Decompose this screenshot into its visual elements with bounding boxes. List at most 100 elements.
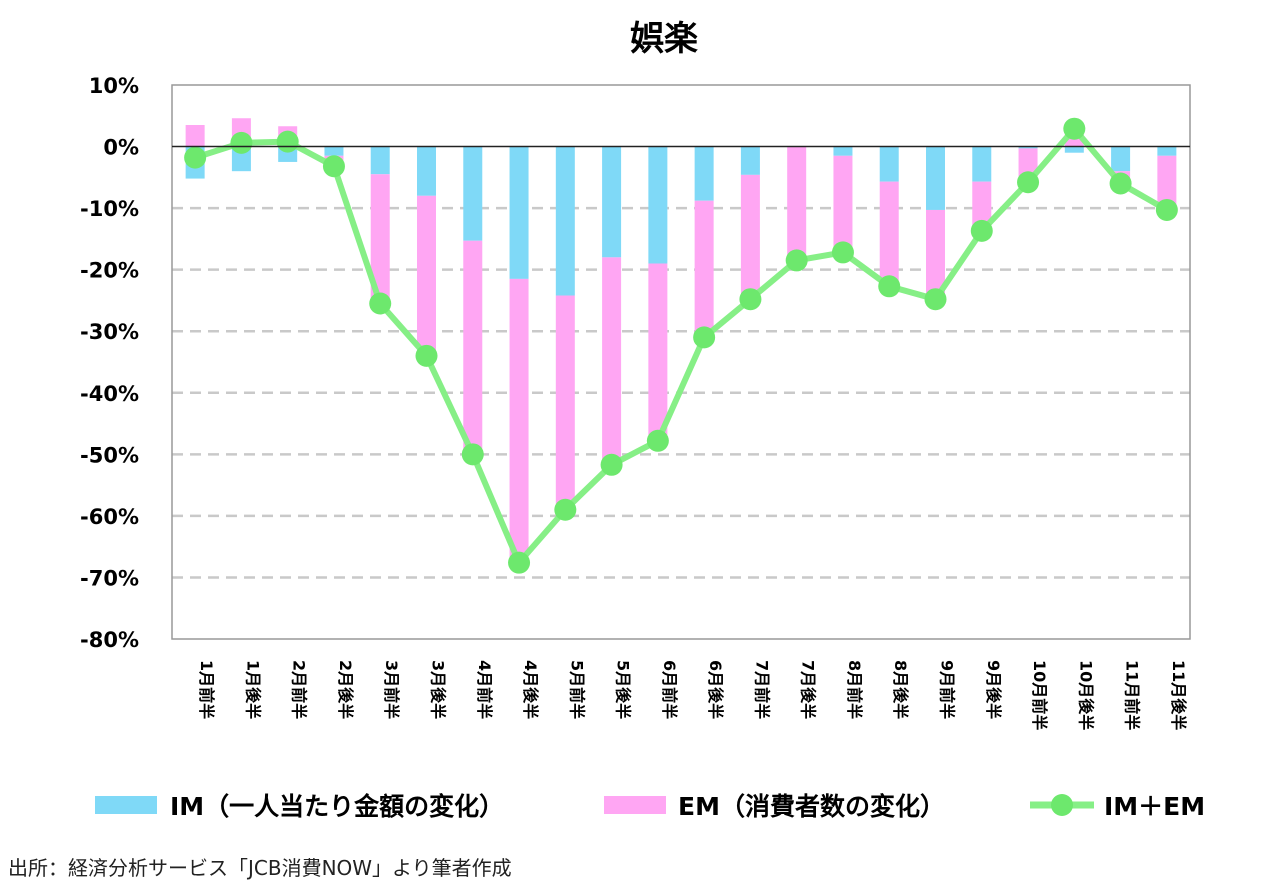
legend-im-label: IM（一人当たり金額の変化）: [170, 792, 504, 821]
total-point: [924, 288, 947, 311]
x-tick-label: 2月後半: [336, 660, 355, 719]
legend-total-point-icon: [1051, 794, 1073, 816]
x-tick-label: 7月後半: [799, 660, 818, 719]
x-tick-label: 11月後半: [1169, 660, 1188, 730]
source-note: 出所：経済分析サービス「JCB消費NOW」より筆者作成: [8, 856, 512, 880]
y-tick-label: -20%: [80, 259, 139, 283]
em-bar: [185, 125, 205, 147]
x-tick-label: 4月後半: [521, 660, 540, 719]
im-bar: [833, 146, 853, 156]
plot-frame: [171, 84, 1191, 640]
x-tick-label: 5月後半: [614, 660, 633, 719]
x-tick-label: 8月後半: [891, 660, 910, 719]
x-tick-label: 7月前半: [752, 660, 771, 719]
im-bar: [879, 146, 899, 182]
x-tick-label: 5月前半: [567, 660, 586, 719]
im-bar: [1018, 146, 1038, 149]
total-point: [461, 443, 484, 466]
total-point: [1063, 117, 1086, 140]
em-bar: [417, 195, 436, 356]
x-tick-label: 1月前半: [197, 660, 216, 719]
y-tick-label: -70%: [80, 566, 139, 590]
total-point: [230, 131, 253, 154]
im-bar: [417, 146, 436, 196]
em-bar: [370, 174, 390, 304]
total-point: [1109, 172, 1132, 195]
y-tick-label: 0%: [103, 136, 139, 160]
x-tick-label: 9月後半: [984, 660, 1003, 719]
im-bar: [1111, 146, 1131, 172]
total-points: [184, 117, 1178, 574]
total-point: [184, 146, 207, 169]
im-bar: [509, 146, 529, 279]
im-bar: [1064, 146, 1084, 153]
im-bar: [648, 146, 668, 264]
x-tick-label: 1月後半: [243, 660, 262, 719]
total-point: [1017, 171, 1040, 194]
em-bar: [972, 181, 992, 231]
total-point: [369, 292, 392, 315]
total-point: [970, 219, 993, 242]
em-bar: [833, 155, 853, 253]
y-tick-label: -50%: [80, 443, 139, 467]
im-bar: [463, 146, 483, 241]
em-bar: [509, 278, 529, 564]
x-tick-label: 9月前半: [938, 660, 957, 719]
total-line: [194, 125, 1169, 566]
total-point: [878, 275, 901, 298]
legend-total-label: IM＋EM: [1104, 792, 1205, 821]
x-tick-label: 2月前半: [290, 660, 309, 719]
im-bar: [370, 146, 390, 175]
em-bar: [555, 295, 575, 510]
im-bar: [926, 146, 945, 210]
x-tick-label: 11月前半: [1123, 660, 1142, 730]
x-tick-label: 8月前半: [845, 660, 864, 719]
y-axis-ticks: 10% 0% -10% -20% -30% -40% -50% -60% -70% -80%: [80, 74, 139, 652]
legend-im-swatch: [95, 796, 157, 814]
im-bar: [555, 146, 575, 296]
chart-title: 娯楽: [630, 19, 698, 59]
em-bar: [648, 263, 668, 441]
total-point: [785, 249, 808, 272]
total-series-line: [194, 125, 1169, 566]
em-bar: [602, 257, 622, 465]
total-point: [646, 429, 669, 452]
em-bar: [879, 181, 899, 287]
im-bar: [972, 146, 992, 182]
total-point: [600, 453, 623, 476]
x-tick-label: 6月前半: [660, 660, 679, 719]
chart: 娯楽 10% 0% -10% -20% -30% -40% -50% -60% -70% -80%…: [80, 19, 1205, 821]
y-tick-label: -10%: [80, 197, 139, 221]
total-point: [276, 130, 299, 153]
em-bar: [740, 174, 760, 300]
total-point: [693, 326, 716, 349]
y-tick-label: -30%: [80, 320, 139, 344]
total-point: [739, 288, 762, 311]
im-bar: [602, 146, 622, 258]
im-bar: [324, 146, 344, 156]
x-axis-ticks: 1月前半 1月後半 2月前半 2月後半 3月前半 3月後半 4月前半 4月後半 5月前半 5月後半…: [197, 660, 1188, 730]
im-bar: [740, 146, 760, 175]
total-point: [831, 241, 854, 264]
em-bar: [1157, 155, 1177, 210]
em-bar: [926, 209, 945, 300]
x-tick-label: 10月後半: [1076, 660, 1095, 730]
em-bar: [787, 146, 807, 261]
y-tick-label: -80%: [80, 628, 139, 652]
total-point: [415, 344, 438, 367]
x-tick-label: 10月前半: [1030, 660, 1049, 730]
legend-em-label: EM（消費者数の変化）: [678, 792, 945, 821]
x-tick-label: 4月前半: [475, 660, 494, 719]
axes: [171, 84, 1191, 640]
em-bar: [694, 200, 714, 338]
em-bar: [463, 240, 483, 455]
total-point: [508, 551, 531, 574]
bars: [185, 118, 1177, 564]
legend-em-swatch: [604, 796, 666, 814]
x-tick-label: 3月前半: [382, 660, 401, 719]
x-tick-label: 3月後半: [429, 660, 448, 719]
y-tick-label: -60%: [80, 505, 139, 529]
im-bar: [694, 146, 714, 201]
im-bar: [1157, 146, 1177, 156]
y-tick-label: 10%: [89, 74, 139, 98]
